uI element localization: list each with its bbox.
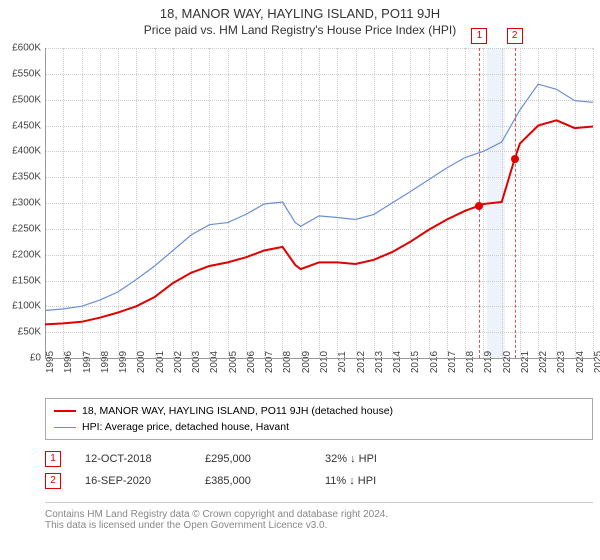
data-row-date: 16-SEP-2020 <box>85 475 205 487</box>
legend-row: 18, MANOR WAY, HAYLING ISLAND, PO11 9JH … <box>54 403 584 419</box>
marker-number-box: 2 <box>507 28 523 44</box>
data-row-delta: 11% ↓ HPI <box>325 475 445 487</box>
title-main: 18, MANOR WAY, HAYLING ISLAND, PO11 9JH <box>0 6 600 21</box>
data-row-num: 2 <box>45 473 61 489</box>
y-axis-label: £100K <box>12 301 41 312</box>
legend-box: 18, MANOR WAY, HAYLING ISLAND, PO11 9JH … <box>45 398 593 440</box>
chart-area: £0£50K£100K£150K£200K£250K£300K£350K£400… <box>45 48 593 358</box>
data-row-num: 1 <box>45 451 61 467</box>
data-row-price: £385,000 <box>205 475 325 487</box>
data-rows: 1 12-OCT-2018£295,00032% ↓ HPI 2 16-SEP-202… <box>45 448 593 492</box>
legend-swatch <box>54 427 76 428</box>
data-row-delta: 32% ↓ HPI <box>325 453 445 465</box>
series-svg <box>45 48 593 358</box>
data-row: 2 16-SEP-2020£385,00011% ↓ HPI <box>45 470 593 492</box>
y-axis-label: £400K <box>12 146 41 157</box>
series-hpi <box>45 84 593 310</box>
y-axis-label: £350K <box>12 172 41 183</box>
legend-label: HPI: Average price, detached house, Hava… <box>82 421 289 433</box>
y-axis-label: £550K <box>12 68 41 79</box>
legend-row: HPI: Average price, detached house, Hava… <box>54 419 584 435</box>
y-axis-label: £500K <box>12 94 41 105</box>
footer-line-1: Contains HM Land Registry data © Crown c… <box>45 509 593 520</box>
x-axis-label: 2025 <box>593 351 600 373</box>
y-axis-label: £250K <box>12 223 41 234</box>
footer-line-2: This data is licensed under the Open Gov… <box>45 520 593 531</box>
marker-dash <box>515 48 516 358</box>
footer: Contains HM Land Registry data © Crown c… <box>45 502 593 531</box>
y-axis-label: £600K <box>12 43 41 54</box>
data-row: 1 12-OCT-2018£295,00032% ↓ HPI <box>45 448 593 470</box>
marker-dot <box>511 155 519 163</box>
data-row-date: 12-OCT-2018 <box>85 453 205 465</box>
marker-dot <box>475 202 483 210</box>
marker-number-box: 1 <box>471 28 487 44</box>
legend-swatch <box>54 410 76 412</box>
y-axis-label: £300K <box>12 198 41 209</box>
y-axis-label: £450K <box>12 120 41 131</box>
data-row-price: £295,000 <box>205 453 325 465</box>
series-price_paid <box>45 120 593 324</box>
y-axis-label: £50K <box>18 327 41 338</box>
y-axis-label: £150K <box>12 275 41 286</box>
y-axis-label: £200K <box>12 249 41 260</box>
chart-container: 18, MANOR WAY, HAYLING ISLAND, PO11 9JH … <box>0 0 600 560</box>
legend-label: 18, MANOR WAY, HAYLING ISLAND, PO11 9JH … <box>82 405 393 417</box>
y-axis-label: £0 <box>30 353 41 364</box>
legend-and-data: 18, MANOR WAY, HAYLING ISLAND, PO11 9JH … <box>45 398 593 531</box>
